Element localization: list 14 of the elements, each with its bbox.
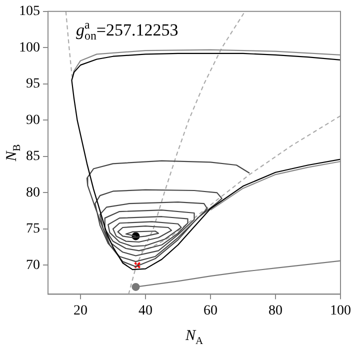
y-axis-title: NB [4, 144, 23, 162]
y-tick-label: 105 [19, 4, 40, 20]
y-tick-label: 85 [26, 149, 40, 164]
y-tick-label: 70 [26, 258, 40, 273]
y-tick-label: 95 [26, 76, 40, 92]
x-tick-label: 80 [268, 303, 282, 318]
x-tick-label: 60 [204, 303, 218, 318]
x-tick-label: 40 [138, 303, 152, 318]
x-tick-label: 20 [74, 303, 88, 318]
x-tick-label: 100 [330, 303, 351, 318]
y-tick-label: 100 [19, 40, 40, 56]
y-tick-label: 80 [26, 185, 40, 200]
y-tick-label: 75 [26, 222, 40, 237]
y-tick-label: 90 [26, 112, 40, 128]
